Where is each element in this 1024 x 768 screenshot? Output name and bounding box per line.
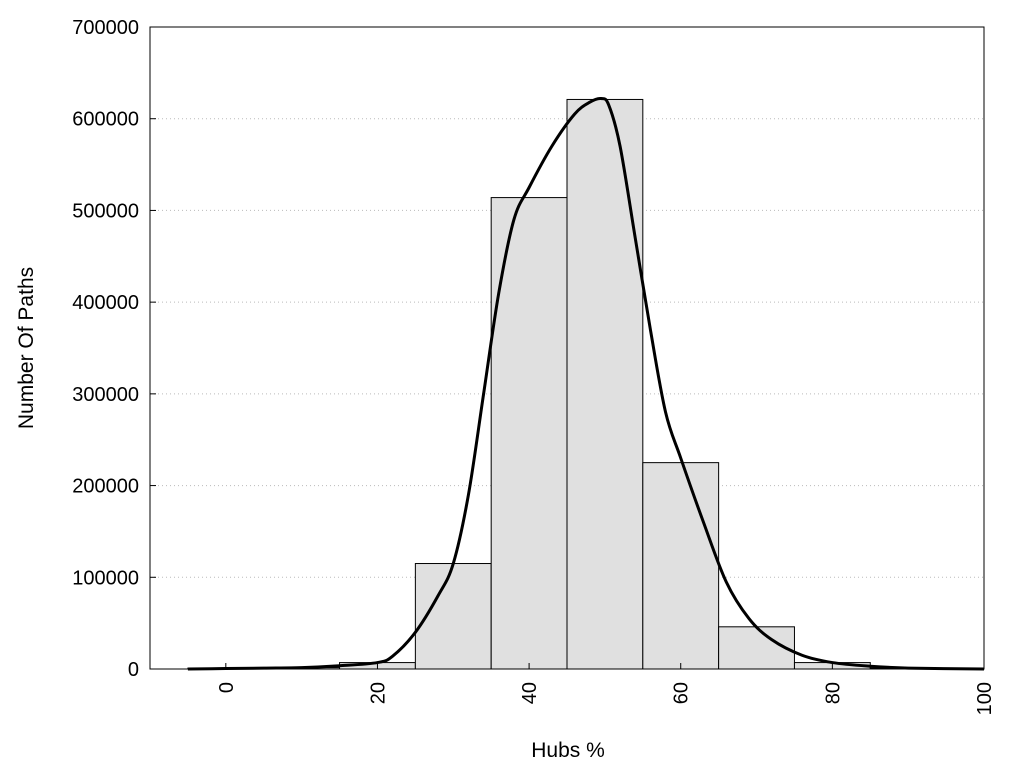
y-tick-label: 200000 xyxy=(72,476,139,498)
y-tick-label: 0 xyxy=(128,659,139,681)
plot-frame xyxy=(149,26,985,670)
y-axis-title: Number Of Paths xyxy=(15,267,38,429)
histogram-bars xyxy=(187,98,947,670)
x-tick-label: 40 xyxy=(519,682,541,704)
density-curve xyxy=(187,96,985,671)
y-axis-ticks: 0 100000 200000 300000 400000 500000 600000 700… xyxy=(72,17,156,681)
histogram-bar xyxy=(642,462,720,670)
y-tick-label: 700000 xyxy=(72,17,139,39)
x-tick-label: 0 xyxy=(216,682,238,693)
y-tick-label: 300000 xyxy=(72,384,139,406)
y-tick-label: 400000 xyxy=(72,292,139,314)
histogram-bar xyxy=(490,197,568,670)
x-tick-label: 60 xyxy=(671,682,693,704)
x-axis-ticks: 0 20 40 60 80 100 xyxy=(216,663,996,715)
x-tick-label: 20 xyxy=(367,682,389,704)
histogram-bar xyxy=(718,626,795,670)
x-axis-title: Hubs % xyxy=(531,739,605,762)
y-tick-label: 500000 xyxy=(72,200,139,222)
x-tick-label: 100 xyxy=(974,682,996,715)
histogram-bar xyxy=(566,98,644,670)
y-tick-label: 100000 xyxy=(72,567,139,589)
x-tick-label: 80 xyxy=(822,682,844,704)
y-tick-label: 600000 xyxy=(72,109,139,131)
